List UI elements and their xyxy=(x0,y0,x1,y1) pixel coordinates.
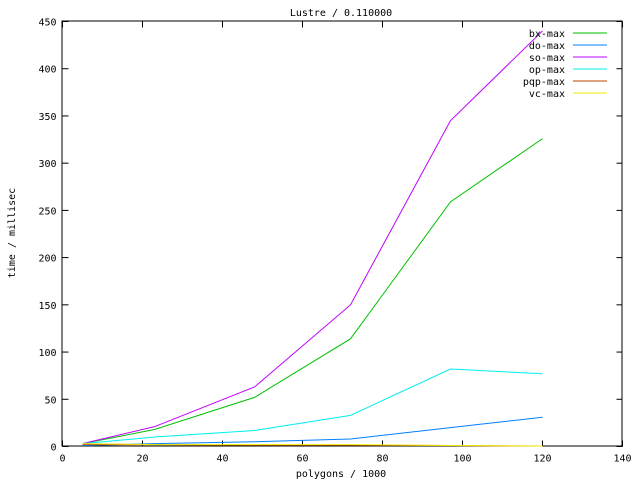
legend-label: do-max xyxy=(529,41,565,52)
x-axis-label: polygons / 1000 xyxy=(296,469,386,480)
y-tick-label: 450 xyxy=(38,18,56,29)
y-tick-label: 0 xyxy=(50,443,56,454)
series-line-so-max xyxy=(83,31,543,444)
legend-label: vc-max xyxy=(529,89,565,100)
legend-label: pqp-max xyxy=(523,77,565,88)
x-tick-label: 40 xyxy=(216,454,228,465)
y-tick-label: 200 xyxy=(38,254,56,265)
x-tick-label: 60 xyxy=(296,454,308,465)
x-tick-label: 20 xyxy=(136,454,148,465)
y-axis-label: time / millisec xyxy=(7,188,18,278)
y-tick-label: 250 xyxy=(38,206,56,217)
x-tick-label: 140 xyxy=(613,454,631,465)
legend-label: bx-max xyxy=(529,29,565,40)
y-tick-label: 50 xyxy=(44,395,56,406)
y-tick-label: 400 xyxy=(38,65,56,76)
legend-label: so-max xyxy=(529,53,565,64)
y-tick-label: 350 xyxy=(38,112,56,123)
y-tick-label: 100 xyxy=(38,348,56,359)
x-tick-label: 120 xyxy=(533,454,551,465)
series-line-op-max xyxy=(83,369,543,444)
x-tick-label: 100 xyxy=(453,454,471,465)
series-line-bx-max xyxy=(83,139,543,444)
y-tick-label: 300 xyxy=(38,159,56,170)
x-tick-label: 80 xyxy=(376,454,388,465)
chart-title: Lustre / 0.110000 xyxy=(290,8,392,19)
y-tick-label: 150 xyxy=(38,301,56,312)
x-tick-label: 0 xyxy=(59,454,65,465)
legend-label: op-max xyxy=(529,65,565,76)
